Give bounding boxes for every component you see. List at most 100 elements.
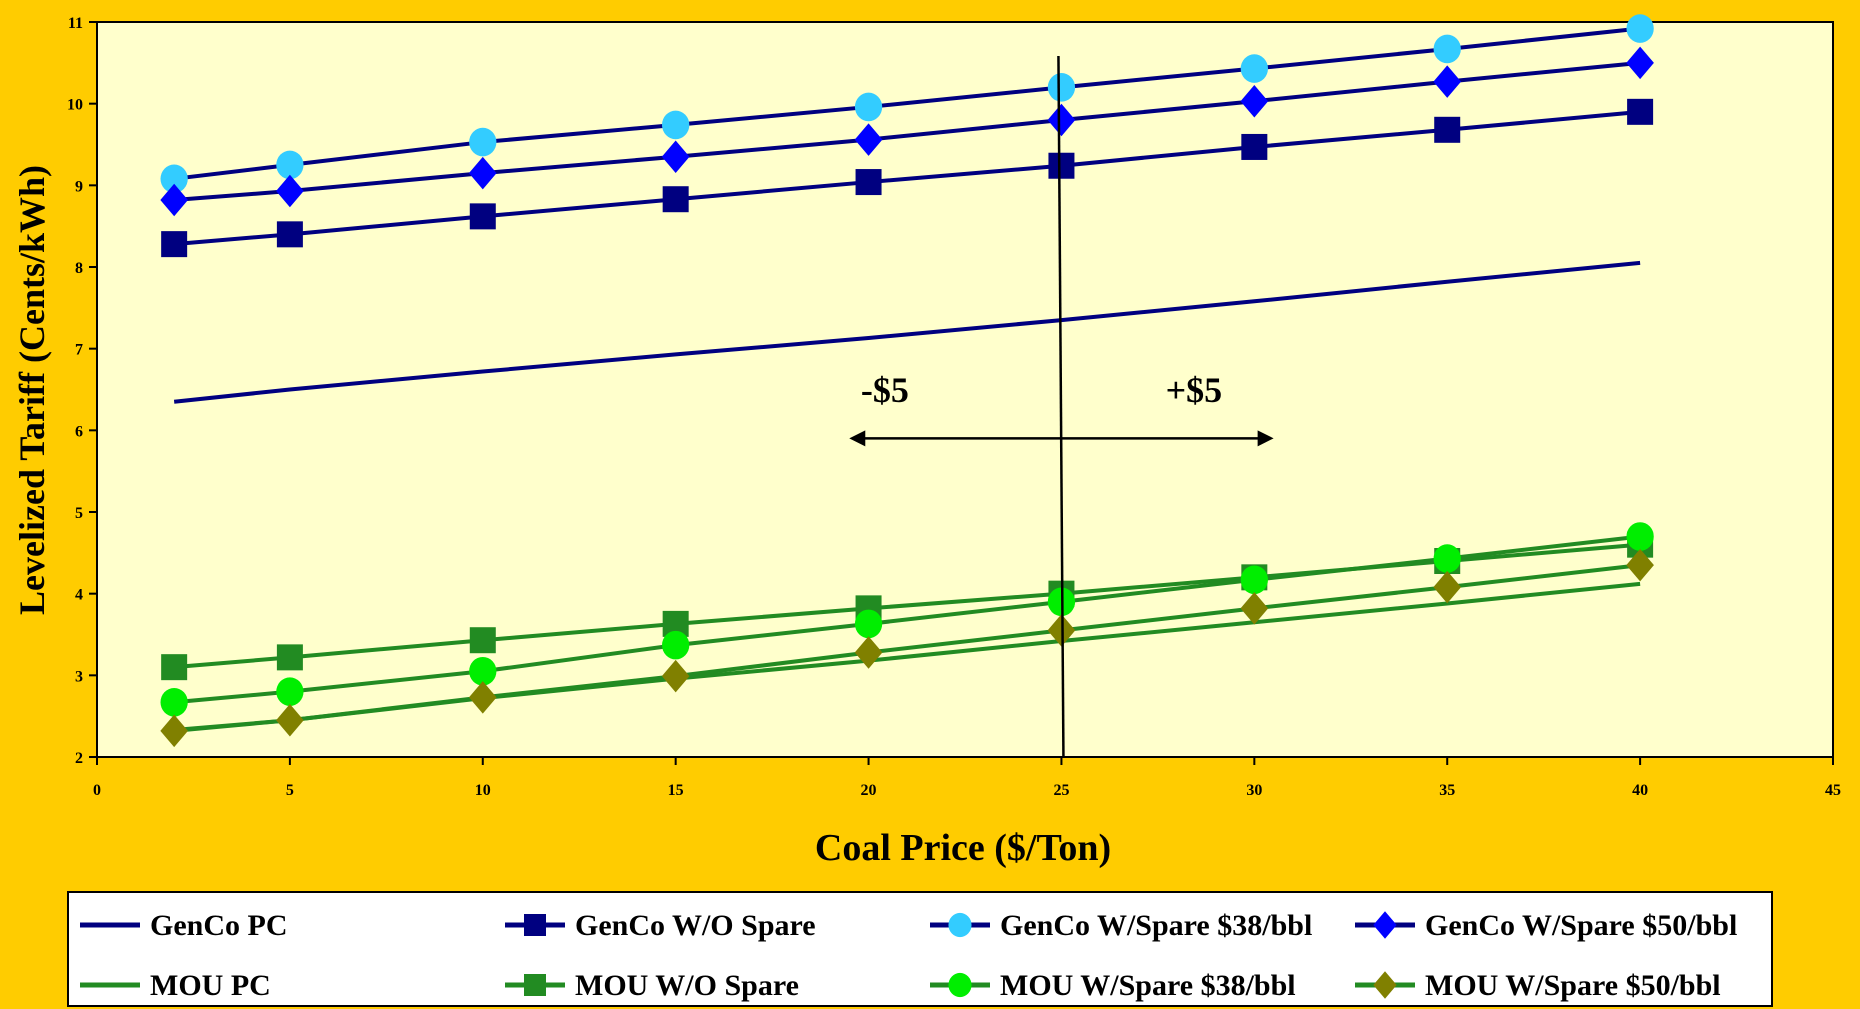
data-point [468,156,497,190]
legend-item: MOU W/O Spare [505,969,799,1002]
y-tick-label: 4 [75,587,83,604]
data-point [1433,570,1462,604]
data-point [854,609,883,639]
legend-label: GenCo PC [150,909,288,942]
series-1 [161,98,1654,258]
legend-item: MOU PC [80,969,271,1002]
data-point [160,183,188,217]
legend-label: GenCo W/Spare $50/bbl [1425,909,1737,942]
series-layer [160,14,1654,748]
arrow-head-right [1257,430,1274,447]
data-point [161,231,188,258]
y-tick-label: 8 [75,260,83,277]
x-tick-label: 25 [1053,782,1069,799]
data-point [1626,548,1654,582]
data-point [161,654,188,681]
annotation-plus-5: +$5 [1166,370,1223,410]
legend-item: GenCo W/Spare $38/bbl [930,909,1312,942]
data-point [160,687,188,717]
x-tick-label: 35 [1439,782,1455,799]
y-axis-title: Levelized Tariff (Cents/kWh) [12,165,52,615]
data-point [1433,65,1462,98]
data-point [160,164,188,194]
legend-item: GenCo PC [80,909,288,942]
legend-marker [948,972,972,998]
data-point [1241,133,1268,160]
legend-label: MOU W/O Spare [575,969,799,1002]
x-tick-label: 10 [475,782,491,799]
annotation-layer: -$5 +$5 [849,55,1274,758]
data-point [1433,544,1461,573]
legend-item: GenCo W/Spare $50/bbl [1355,909,1737,942]
series-line [173,260,1641,404]
data-point [276,704,304,737]
data-point [276,221,303,248]
series-3 [160,46,1654,217]
data-point [1626,14,1654,43]
data-point [469,127,497,157]
y-tick-label: 6 [75,423,83,440]
data-point [1433,34,1461,64]
x-axis-title: Coal Price ($/Ton) [815,827,1111,869]
data-point [1048,152,1075,179]
data-point [1240,54,1268,83]
data-point [468,681,497,714]
annotation-minus-5: -$5 [861,370,909,410]
data-point [855,169,882,196]
series-6 [160,522,1654,717]
x-tick-label: 20 [861,782,877,799]
data-point [160,714,188,748]
x-tick-label: 0 [93,782,101,799]
x-tick-label: 5 [286,782,294,799]
data-point [662,630,690,660]
y-tick-label: 3 [75,668,83,685]
series-0 [173,260,1641,404]
x-tick-label: 30 [1246,782,1262,799]
data-point [1626,46,1654,80]
legend-box [67,891,1773,1007]
series-2 [160,14,1654,194]
y-tick-label: 2 [75,750,83,767]
data-point [1240,592,1269,625]
y-tick-label: 10 [67,97,83,114]
data-point [1047,73,1076,102]
series-7 [160,548,1654,748]
legend-label: MOU W/Spare $50/bbl [1425,969,1721,1002]
data-point [1240,565,1268,595]
reference-vertical-line [1057,55,1065,758]
x-tick-label: 40 [1632,782,1648,799]
legend-item: MOU W/Spare $38/bbl [930,969,1296,1002]
data-point [661,659,690,693]
legend-marker [1373,911,1397,939]
data-point [662,186,689,213]
legend-label: MOU PC [150,969,271,1002]
data-point [1434,116,1461,143]
data-point [1240,84,1269,118]
legend-label: MOU W/Spare $38/bbl [1000,969,1296,1002]
data-point [854,123,883,156]
legend-label: GenCo W/O Spare [575,909,816,942]
data-point [276,644,303,671]
data-point [469,627,496,654]
legend-label: GenCo W/Spare $38/bbl [1000,909,1312,942]
arrow-head-left [849,430,866,447]
data-point [276,677,304,706]
legend-item: MOU W/Spare $50/bbl [1355,969,1721,1002]
data-point [661,140,690,173]
legend-marker [524,914,546,936]
data-point [276,150,304,180]
y-tick-label: 7 [75,342,83,359]
legend: GenCo PC GenCo W/O Spare GenCo W/Spare $38… [80,909,1737,1002]
x-tick-label: 45 [1825,782,1841,799]
data-point [662,110,690,140]
data-point [1626,522,1654,551]
legend-item: GenCo W/O Spare [505,909,816,942]
data-point [1047,103,1076,137]
data-point [854,636,883,669]
x-tick-label: 15 [668,782,684,799]
plot-area [96,21,1834,758]
legend-marker [1373,971,1397,999]
x-axis: 0 5 10 15 20 25 30 35 40 45 [93,757,1841,799]
data-point [469,203,496,230]
